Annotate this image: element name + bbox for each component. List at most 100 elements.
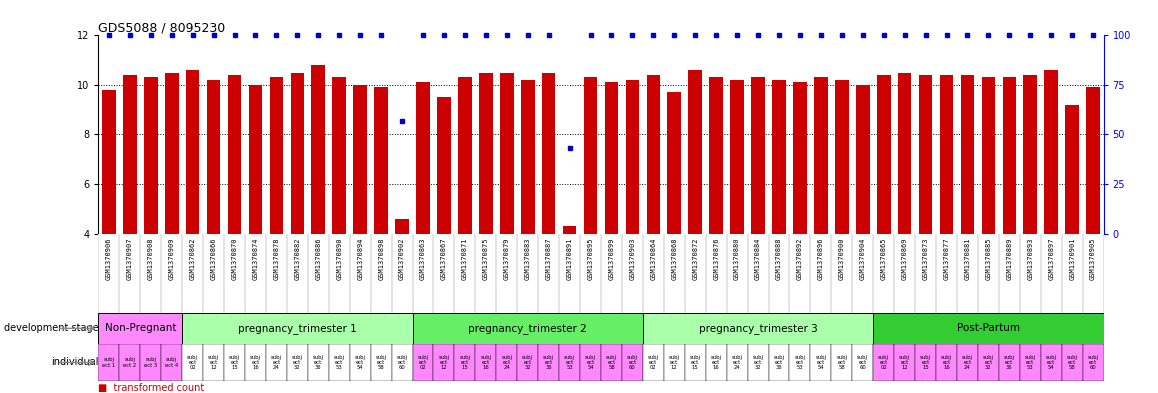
Bar xyxy=(688,70,702,233)
Bar xyxy=(852,344,873,381)
Bar xyxy=(1086,87,1100,233)
Text: pregnancy_trimester 2: pregnancy_trimester 2 xyxy=(468,323,587,334)
Text: GSM1370896: GSM1370896 xyxy=(818,238,823,280)
Bar xyxy=(894,344,915,381)
Text: subj
ect
12: subj ect 12 xyxy=(669,354,680,370)
Bar xyxy=(1065,105,1079,233)
Text: subj
ect
32: subj ect 32 xyxy=(753,354,763,370)
Bar xyxy=(538,344,559,381)
Bar xyxy=(584,77,598,233)
Bar xyxy=(542,73,556,233)
Text: subj
ect
54: subj ect 54 xyxy=(354,354,366,370)
Text: GSM1370902: GSM1370902 xyxy=(400,238,405,280)
Bar xyxy=(1062,344,1083,381)
Text: subj
ect
02: subj ect 02 xyxy=(878,354,889,370)
Bar xyxy=(454,344,475,381)
Bar xyxy=(977,344,999,381)
Text: GSM1370866: GSM1370866 xyxy=(211,238,217,280)
Bar xyxy=(1003,77,1017,233)
Bar xyxy=(1083,344,1104,381)
Text: GSM1370870: GSM1370870 xyxy=(232,238,237,280)
Bar xyxy=(329,344,350,381)
Bar xyxy=(625,80,639,233)
Text: GSM1370908: GSM1370908 xyxy=(148,238,154,280)
Bar xyxy=(119,344,140,381)
Text: subj
ect
24: subj ect 24 xyxy=(501,354,512,370)
Bar xyxy=(391,344,412,381)
Text: GSM1370868: GSM1370868 xyxy=(672,238,677,280)
Text: GSM1370891: GSM1370891 xyxy=(566,238,572,280)
Bar xyxy=(643,344,664,381)
Bar xyxy=(961,75,974,233)
Bar xyxy=(164,73,178,233)
Text: subj
ect
53: subj ect 53 xyxy=(564,354,576,370)
Text: subj
ect
15: subj ect 15 xyxy=(229,354,240,370)
Bar xyxy=(98,344,119,381)
Text: subj
ect
58: subj ect 58 xyxy=(606,354,617,370)
Bar xyxy=(667,92,681,233)
Text: subj
ect
36: subj ect 36 xyxy=(1004,354,1014,370)
Bar xyxy=(710,77,723,233)
Bar xyxy=(144,77,157,233)
Text: subj
ect
53: subj ect 53 xyxy=(1025,354,1035,370)
Bar xyxy=(459,77,471,233)
Bar xyxy=(412,313,643,344)
Text: subj
ect
54: subj ect 54 xyxy=(1046,354,1057,370)
Text: GSM1370876: GSM1370876 xyxy=(713,238,719,280)
Bar xyxy=(772,80,786,233)
Bar xyxy=(437,97,450,233)
Bar xyxy=(312,65,325,233)
Text: GSM1370878: GSM1370878 xyxy=(273,238,279,280)
Bar xyxy=(731,80,743,233)
Bar xyxy=(601,344,622,381)
Text: GSM1370892: GSM1370892 xyxy=(797,238,802,280)
Text: ■  transformed count: ■ transformed count xyxy=(98,383,205,393)
Text: GSM1370899: GSM1370899 xyxy=(608,238,615,280)
Text: GSM1370864: GSM1370864 xyxy=(651,238,657,280)
Text: GSM1370862: GSM1370862 xyxy=(190,238,196,280)
Text: subj
ect 3: subj ect 3 xyxy=(145,357,157,368)
Bar xyxy=(811,344,831,381)
Bar xyxy=(559,344,580,381)
Bar xyxy=(873,313,1104,344)
Bar xyxy=(831,344,852,381)
Bar xyxy=(580,344,601,381)
Bar xyxy=(412,344,433,381)
Text: GSM1370893: GSM1370893 xyxy=(1027,238,1033,280)
Bar xyxy=(518,344,538,381)
Bar xyxy=(957,344,977,381)
Text: pregnancy_trimester 1: pregnancy_trimester 1 xyxy=(239,323,357,334)
Bar xyxy=(98,313,182,344)
Bar xyxy=(287,344,308,381)
Bar xyxy=(245,344,266,381)
Text: subj
ect
58: subj ect 58 xyxy=(375,354,387,370)
Text: GSM1370890: GSM1370890 xyxy=(336,238,343,280)
Bar xyxy=(982,77,995,233)
Text: GSM1370873: GSM1370873 xyxy=(923,238,929,280)
Text: individual: individual xyxy=(51,358,98,367)
Text: GSM1370888: GSM1370888 xyxy=(776,238,782,280)
Text: GSM1370885: GSM1370885 xyxy=(985,238,991,280)
Bar xyxy=(563,226,577,233)
Text: GSM1370904: GSM1370904 xyxy=(859,238,866,280)
Text: GSM1370887: GSM1370887 xyxy=(545,238,551,280)
Text: GDS5088 / 8095230: GDS5088 / 8095230 xyxy=(98,21,226,34)
Text: subj
ect
12: subj ect 12 xyxy=(899,354,910,370)
Text: subj
ect
36: subj ect 36 xyxy=(774,354,784,370)
Bar xyxy=(643,313,873,344)
Bar xyxy=(203,344,223,381)
Bar xyxy=(1024,75,1038,233)
Bar xyxy=(684,344,705,381)
Bar xyxy=(291,73,305,233)
Text: subj
ect
16: subj ect 16 xyxy=(250,354,261,370)
Text: subj
ect
15: subj ect 15 xyxy=(460,354,470,370)
Text: GSM1370900: GSM1370900 xyxy=(838,238,845,280)
Bar xyxy=(182,344,203,381)
Bar xyxy=(915,344,936,381)
Bar xyxy=(752,77,765,233)
Text: GSM1370879: GSM1370879 xyxy=(504,238,510,280)
Bar xyxy=(207,80,220,233)
Bar xyxy=(814,77,828,233)
Text: subj
ect
16: subj ect 16 xyxy=(941,354,952,370)
Text: GSM1370906: GSM1370906 xyxy=(105,238,112,280)
